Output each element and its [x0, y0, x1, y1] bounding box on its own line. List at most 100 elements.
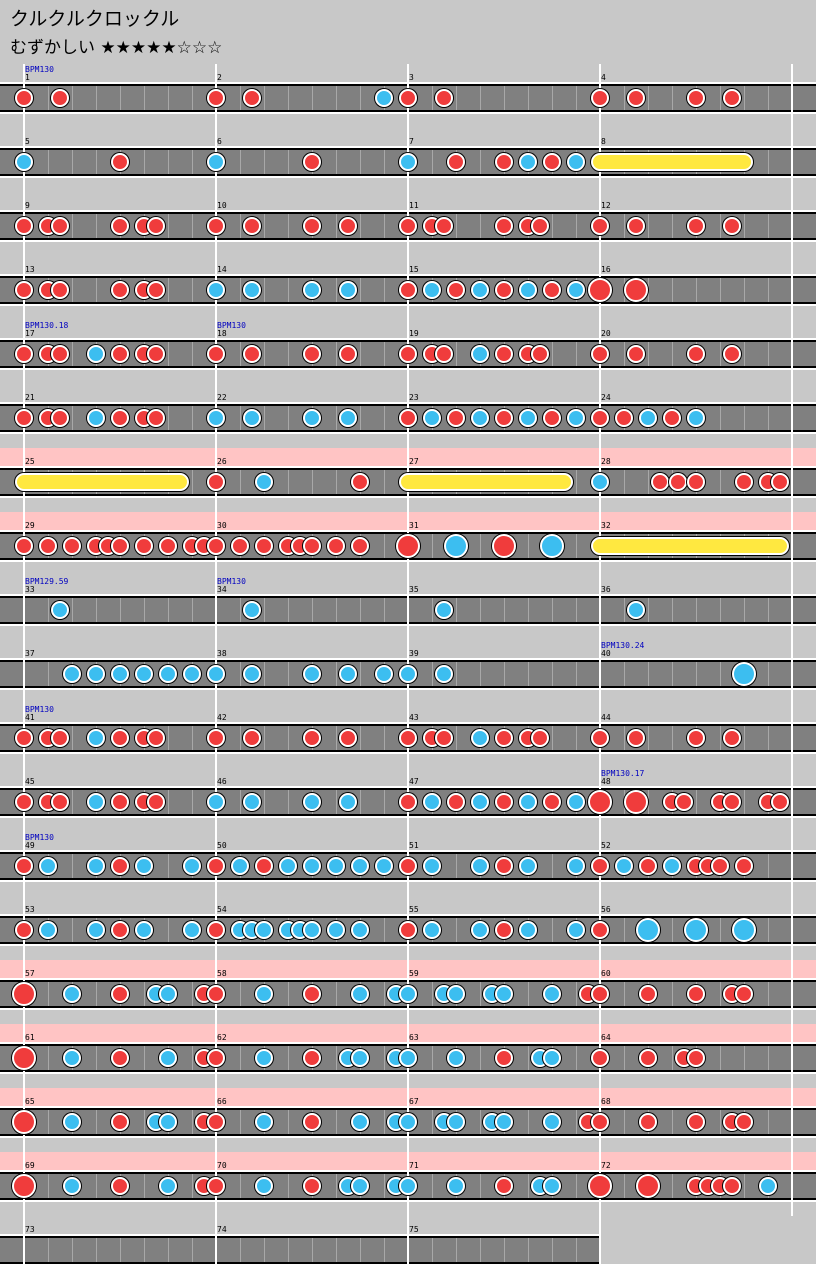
- beat-line: [384, 534, 385, 558]
- beat-line: [336, 1046, 337, 1070]
- beat-line: [552, 86, 553, 110]
- barline: [23, 576, 25, 640]
- ka-note: [63, 985, 81, 1003]
- measure-number: 2: [217, 73, 222, 82]
- measure-number: 19: [409, 329, 419, 338]
- ka-note: [435, 601, 453, 619]
- don-note: [495, 217, 513, 235]
- beat-line: [432, 1238, 433, 1262]
- don-note: [399, 281, 417, 299]
- don-note: [111, 985, 129, 1003]
- ka-note: [231, 857, 249, 875]
- beat-line: [648, 342, 649, 366]
- don-note: [591, 89, 609, 107]
- beat-line: [288, 470, 289, 494]
- beat-line: [288, 598, 289, 622]
- measure-number: 66: [217, 1097, 227, 1106]
- don-note: [303, 1049, 321, 1067]
- beat-line: [312, 470, 313, 494]
- beat-line: [96, 1174, 97, 1198]
- don-note: [543, 409, 561, 427]
- beat-line: [264, 86, 265, 110]
- ka-note: [495, 985, 513, 1003]
- don-note: [339, 729, 357, 747]
- beat-line: [336, 406, 337, 430]
- ka-note: [339, 281, 357, 299]
- big-don-note: [12, 1110, 36, 1134]
- beat-line: [96, 982, 97, 1006]
- big-don-note: [636, 1174, 660, 1198]
- beat-line: [48, 1238, 49, 1262]
- beat-line: [384, 918, 385, 942]
- measure-number: 70: [217, 1161, 227, 1170]
- beat-line: [720, 214, 721, 238]
- ka-note: [63, 1113, 81, 1131]
- ka-note: [87, 665, 105, 683]
- beat-line: [168, 790, 169, 814]
- beat-line: [768, 1046, 769, 1070]
- beat-line: [168, 726, 169, 750]
- don-note: [591, 345, 609, 363]
- bpm-marker: BPM130: [25, 833, 54, 842]
- beat-line: [720, 982, 721, 1006]
- beat-line: [192, 150, 193, 174]
- don-note: [207, 1049, 225, 1067]
- don-note: [111, 1177, 129, 1195]
- beat-line: [456, 1238, 457, 1262]
- ka-note: [423, 409, 441, 427]
- barline: [23, 640, 25, 704]
- barline: [791, 320, 793, 384]
- measure-number: 14: [217, 265, 227, 274]
- drumroll-note: [399, 473, 573, 491]
- beat-line: [72, 854, 73, 878]
- measure-number: 18: [217, 329, 227, 338]
- ka-note: [399, 1177, 417, 1195]
- don-note: [615, 409, 633, 427]
- beat-line: [240, 662, 241, 686]
- measure-number: 49: [25, 841, 35, 850]
- ka-note: [87, 921, 105, 939]
- ka-note: [399, 985, 417, 1003]
- don-note: [663, 409, 681, 427]
- measure-number: 16: [601, 265, 611, 274]
- beat-line: [192, 214, 193, 238]
- beat-line: [504, 598, 505, 622]
- measure-number: 60: [601, 969, 611, 978]
- ka-note: [351, 1113, 369, 1131]
- measure-number: 5: [25, 137, 30, 146]
- don-note: [687, 345, 705, 363]
- beat-line: [240, 598, 241, 622]
- bpm-marker: BPM130.17: [601, 769, 645, 778]
- don-note: [723, 729, 741, 747]
- beat-line: [744, 406, 745, 430]
- barline: [791, 64, 793, 128]
- barline: [791, 1152, 793, 1216]
- beat-line: [528, 982, 529, 1006]
- ka-note: [87, 793, 105, 811]
- don-note: [207, 857, 225, 875]
- ka-note: [255, 985, 273, 1003]
- measure-number: 56: [601, 905, 611, 914]
- beat-line: [744, 598, 745, 622]
- big-ka-note: [636, 918, 660, 942]
- beat-line: [480, 1110, 481, 1134]
- don-note: [735, 985, 753, 1003]
- beat-line: [96, 1046, 97, 1070]
- beat-line: [624, 982, 625, 1006]
- beat-line: [288, 342, 289, 366]
- don-note: [51, 281, 69, 299]
- don-note: [327, 537, 345, 555]
- beat-line: [456, 854, 457, 878]
- beat-line: [672, 982, 673, 1006]
- beat-line: [240, 406, 241, 430]
- barline: [791, 256, 793, 320]
- ka-note: [399, 1049, 417, 1067]
- beat-line: [768, 918, 769, 942]
- don-note: [207, 537, 225, 555]
- ka-note: [375, 857, 393, 875]
- beat-line: [384, 1110, 385, 1134]
- beat-line: [240, 470, 241, 494]
- beat-line: [168, 214, 169, 238]
- beat-line: [288, 406, 289, 430]
- don-note: [591, 217, 609, 235]
